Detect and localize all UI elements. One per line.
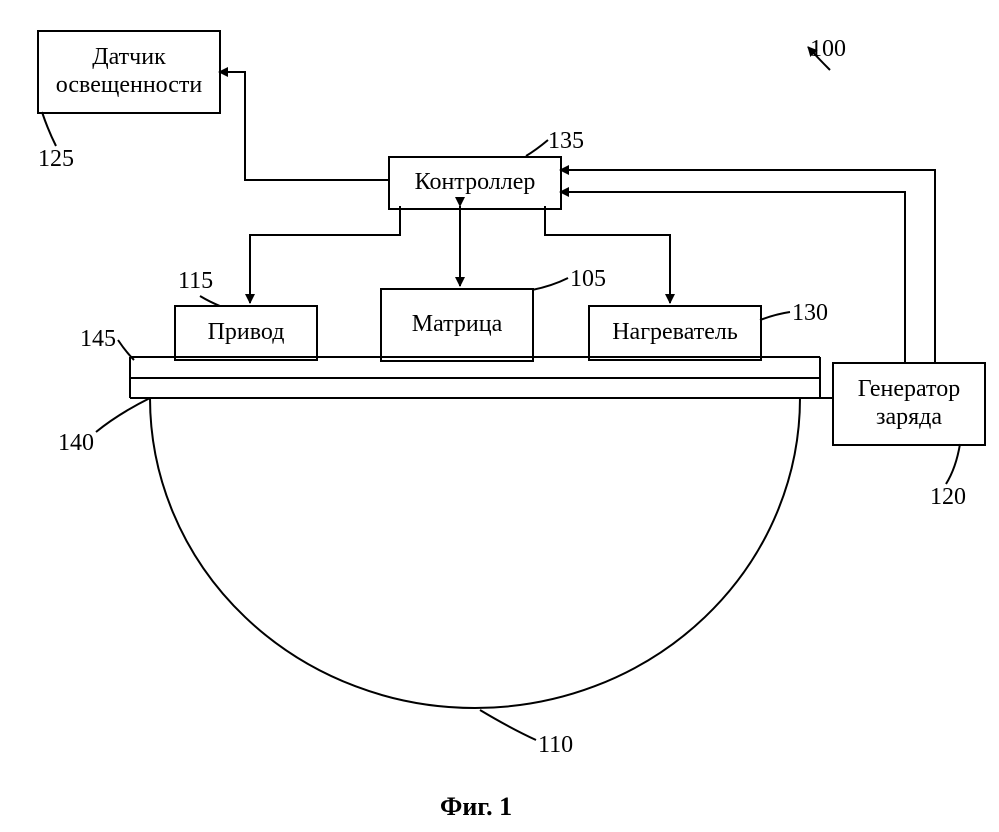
ref-125: 125: [38, 146, 74, 173]
leader-110: [480, 710, 536, 740]
leader-120: [946, 444, 960, 484]
light-sensor-box: Датчик освещенности: [37, 30, 221, 114]
controller-box: Контроллер: [388, 156, 562, 210]
leader-135: [526, 140, 548, 156]
arrow-controller-heater: [545, 206, 670, 303]
ref-115: 115: [178, 268, 213, 295]
ref-145: 145: [80, 326, 116, 353]
ref-135: 135: [548, 128, 584, 155]
leader-105: [532, 278, 568, 290]
ref-130: 130: [792, 300, 828, 327]
light-sensor-label: Датчик освещенности: [56, 44, 203, 99]
heater-box: Нагреватель: [588, 305, 762, 361]
matrix-label: Матрица: [412, 311, 503, 339]
drive-box: Привод: [174, 305, 318, 361]
ref-120: 120: [930, 484, 966, 511]
matrix-box: Матрица: [380, 288, 534, 362]
leader-125: [42, 112, 56, 146]
leader-145: [118, 340, 134, 360]
controller-label: Контроллер: [415, 169, 536, 197]
drive-label: Привод: [208, 319, 285, 347]
leader-140: [96, 398, 150, 432]
leader-130: [760, 312, 790, 320]
ref-140: 140: [58, 430, 94, 457]
figure-caption: Фиг. 1: [440, 792, 512, 822]
platform: [130, 357, 820, 398]
charge-gen-box: Генератор заряда: [832, 362, 986, 446]
arrow-controller-lightsensor: [219, 72, 388, 180]
ref-105: 105: [570, 266, 606, 293]
ref-110: 110: [538, 732, 573, 759]
heater-label: Нагреватель: [612, 319, 738, 347]
charge-gen-label: Генератор заряда: [858, 376, 960, 431]
arrow-controller-drive: [250, 206, 400, 303]
bowl: [150, 398, 800, 708]
ref-100: 100: [810, 36, 846, 63]
diagram-stage: Датчик освещенности Контроллер Привод Ма…: [0, 0, 999, 832]
